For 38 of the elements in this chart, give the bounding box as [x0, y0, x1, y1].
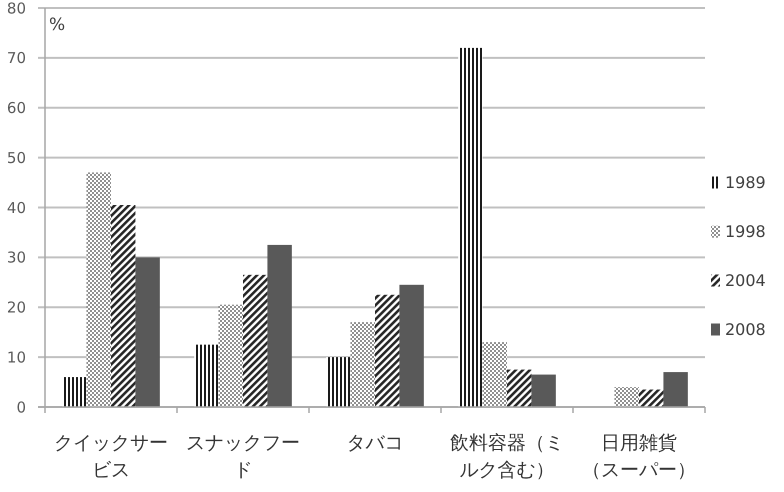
x-tick-label: 飲料容器（ミルク含む）	[450, 432, 564, 481]
bar	[614, 387, 639, 407]
x-tick-label: スナックフード	[186, 432, 300, 481]
legend-label: 2008	[725, 320, 766, 340]
y-tick-label: 50	[6, 148, 26, 167]
y-tick-label: 70	[6, 49, 26, 68]
bar	[399, 284, 424, 407]
bar	[350, 322, 375, 407]
y-tick-label: 20	[6, 298, 26, 316]
bar	[482, 342, 507, 407]
bar	[458, 48, 483, 407]
bar	[86, 172, 111, 407]
y-axis-title: %	[49, 15, 66, 35]
y-tick-label: 80	[6, 0, 26, 18]
bar	[267, 244, 292, 407]
bar	[663, 372, 688, 407]
legend-label: 1989	[725, 173, 766, 192]
x-tick-label: クイックサービス	[54, 432, 168, 481]
y-tick-label: 30	[6, 248, 26, 267]
y-tick-label: 0	[16, 398, 26, 416]
x-tick-label: タバコ	[346, 432, 404, 454]
bar	[135, 257, 160, 407]
y-tick-label: 60	[6, 99, 26, 117]
x-tick-label: 日用雑貨（スーパー）	[582, 432, 696, 481]
bar	[639, 390, 664, 407]
bar	[507, 370, 532, 407]
bar	[531, 374, 556, 407]
bar	[375, 294, 400, 407]
bar	[218, 304, 243, 407]
bar	[243, 274, 268, 407]
legend-label: 2004	[725, 271, 766, 290]
bar	[326, 357, 351, 407]
y-tick-label: 40	[6, 198, 26, 217]
bar	[194, 344, 219, 407]
bar	[111, 205, 136, 407]
legend-label: 1998	[725, 222, 766, 242]
y-tick-label: 10	[6, 348, 26, 366]
bar	[62, 377, 87, 407]
